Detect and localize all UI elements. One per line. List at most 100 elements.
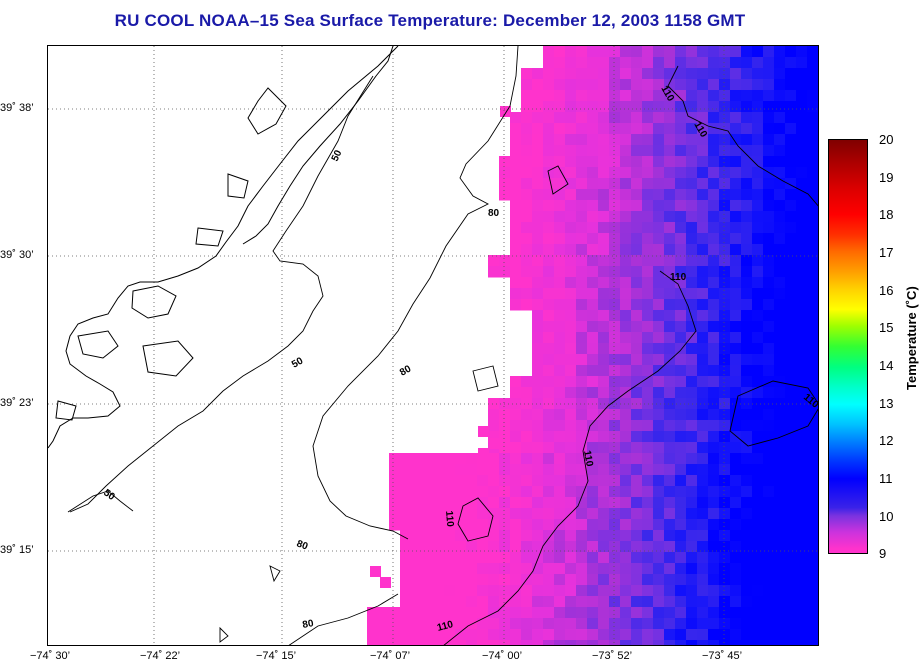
sst-pixel bbox=[708, 508, 720, 520]
sst-pixel bbox=[576, 145, 588, 157]
sst-pixel bbox=[587, 585, 599, 597]
sst-pixel bbox=[488, 541, 500, 553]
sst-pixel bbox=[785, 222, 797, 234]
sst-pixel bbox=[444, 541, 456, 553]
sst-pixel bbox=[609, 574, 621, 586]
sst-pixel bbox=[653, 618, 665, 630]
sst-pixel bbox=[510, 464, 522, 476]
sst-pixel bbox=[675, 46, 687, 58]
sst-pixel bbox=[478, 448, 489, 459]
sst-pixel bbox=[620, 277, 632, 289]
sst-pixel bbox=[587, 332, 599, 344]
sst-pixel bbox=[565, 145, 577, 157]
sst-pixel bbox=[499, 497, 511, 509]
sst-pixel bbox=[598, 79, 610, 91]
sst-pixel bbox=[598, 409, 610, 421]
sst-pixel bbox=[708, 112, 720, 124]
sst-pixel bbox=[774, 629, 786, 641]
sst-pixel bbox=[796, 46, 808, 58]
sst-pixel bbox=[400, 530, 412, 542]
sst-pixel bbox=[631, 277, 643, 289]
sst-pixel bbox=[543, 178, 555, 190]
sst-pixel bbox=[510, 618, 522, 630]
sst-pixel bbox=[796, 398, 808, 410]
sst-pixel bbox=[576, 442, 588, 454]
sst-pixel bbox=[774, 420, 786, 432]
sst-pixel bbox=[807, 431, 818, 443]
sst-pixel bbox=[730, 321, 742, 333]
sst-pixel bbox=[370, 566, 381, 577]
sst-pixel bbox=[719, 431, 731, 443]
sst-pixel bbox=[400, 497, 412, 509]
sst-pixel bbox=[422, 464, 434, 476]
sst-pixel bbox=[576, 486, 588, 498]
sst-pixel bbox=[774, 552, 786, 564]
sst-pixel bbox=[609, 563, 621, 575]
sst-pixel bbox=[697, 640, 709, 645]
sst-pixel bbox=[730, 530, 742, 542]
sst-pixel bbox=[785, 442, 797, 454]
sst-map[interactable]: 50 50 50 80 80 80 80 110 110 110 110 110… bbox=[47, 45, 819, 646]
sst-pixel bbox=[785, 299, 797, 311]
contour-label: 50 bbox=[101, 487, 117, 503]
sst-pixel bbox=[499, 167, 511, 179]
sst-pixel bbox=[719, 354, 731, 366]
sst-pixel bbox=[477, 585, 489, 597]
sst-pixel bbox=[653, 167, 665, 179]
coastline bbox=[48, 46, 399, 449]
sst-pixel bbox=[631, 233, 643, 245]
sst-pixel bbox=[444, 563, 456, 575]
sst-pixel bbox=[664, 398, 676, 410]
sst-pixel bbox=[433, 497, 445, 509]
sst-pixel bbox=[400, 618, 412, 630]
sst-pixel bbox=[686, 57, 698, 69]
isobath-110-mid bbox=[443, 270, 697, 645]
sst-pixel bbox=[587, 299, 599, 311]
sst-pixel bbox=[785, 79, 797, 91]
sst-pixel bbox=[510, 409, 522, 421]
sst-pixel bbox=[675, 310, 687, 322]
sst-pixel bbox=[807, 134, 818, 146]
sst-pixel bbox=[598, 607, 610, 619]
sst-pixel bbox=[576, 266, 588, 278]
sst-pixel bbox=[807, 640, 818, 645]
sst-pixel bbox=[411, 596, 423, 608]
sst-pixel bbox=[741, 607, 753, 619]
sst-pixel bbox=[686, 618, 698, 630]
sst-pixel bbox=[807, 552, 818, 564]
sst-pixel bbox=[631, 299, 643, 311]
sst-pixel bbox=[576, 299, 588, 311]
longitude-label: −74˚ 07’ bbox=[370, 650, 411, 662]
sst-pixel bbox=[488, 629, 500, 641]
sst-pixel bbox=[752, 123, 764, 135]
sst-pixel bbox=[532, 68, 544, 80]
sst-pixel bbox=[389, 497, 401, 509]
sst-pixel bbox=[631, 475, 643, 487]
sst-pixel bbox=[521, 508, 533, 520]
sst-pixel bbox=[675, 607, 687, 619]
sst-pixel bbox=[642, 101, 654, 113]
colorbar-tick: 15 bbox=[879, 320, 894, 335]
sst-pixel bbox=[576, 46, 588, 58]
sst-pixel bbox=[675, 178, 687, 190]
sst-pixel bbox=[642, 464, 654, 476]
sst-pixel bbox=[565, 398, 577, 410]
sst-pixel bbox=[433, 475, 445, 487]
sst-pixel bbox=[642, 79, 654, 91]
sst-pixel bbox=[752, 46, 764, 58]
sst-pixel bbox=[807, 508, 818, 520]
sst-pixel bbox=[565, 321, 577, 333]
sst-pixel bbox=[741, 123, 753, 135]
sst-pixel bbox=[543, 420, 555, 432]
sst-pixel bbox=[620, 211, 632, 223]
sst-pixel bbox=[807, 585, 818, 597]
sst-pixel bbox=[488, 552, 500, 564]
sst-pixel bbox=[697, 255, 709, 267]
sst-pixel bbox=[719, 79, 731, 91]
sst-pixel bbox=[774, 79, 786, 91]
sst-pixel bbox=[708, 145, 720, 157]
sst-pixel bbox=[730, 508, 742, 520]
sst-pixel bbox=[752, 596, 764, 608]
sst-pixel bbox=[554, 57, 566, 69]
sst-pixel bbox=[543, 552, 555, 564]
